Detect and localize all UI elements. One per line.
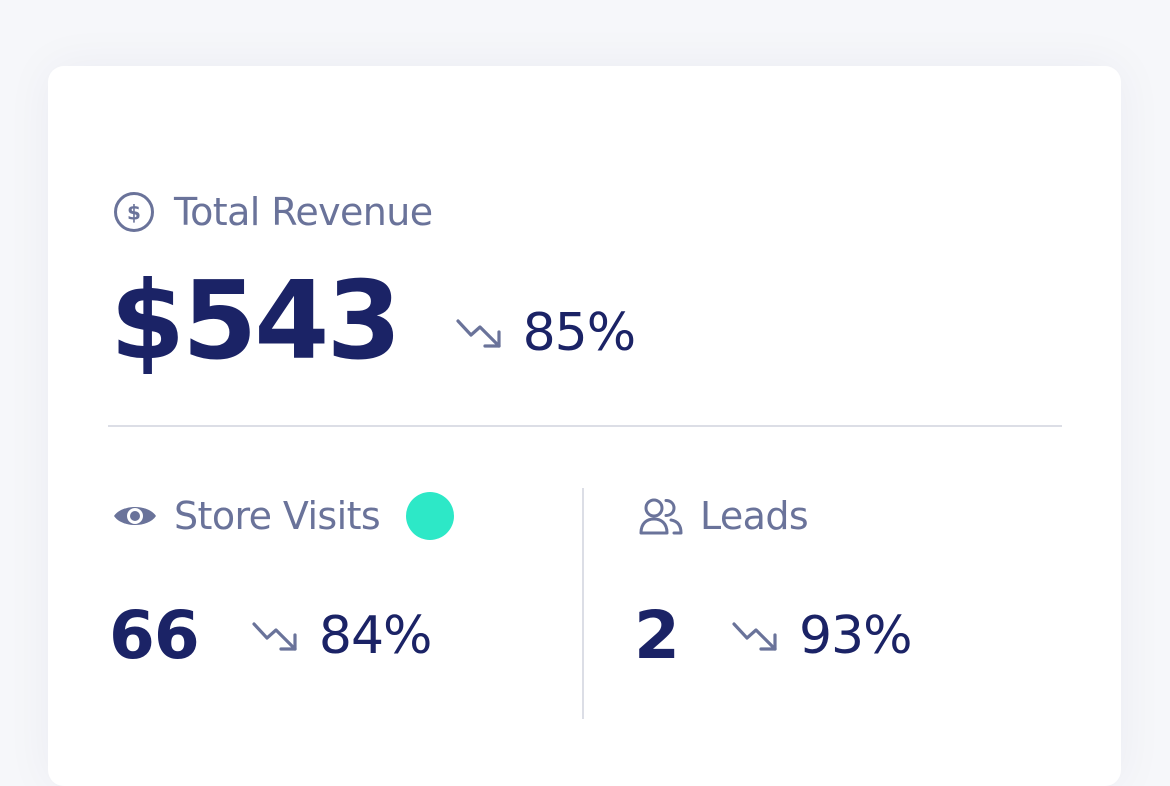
total-revenue-label: Total Revenue: [174, 190, 433, 234]
leads-value: 2: [634, 597, 680, 674]
total-revenue-value-row: $543 85%: [110, 259, 637, 384]
store-visits-header: Store Visits: [112, 492, 455, 540]
store-visits-label: Store Visits: [174, 494, 381, 538]
store-visits-change: 84%: [318, 606, 433, 666]
trend-down-icon: [731, 616, 781, 656]
store-visits-value: 66: [109, 597, 200, 674]
eye-icon: [112, 501, 158, 531]
store-visits-value-row: 66 84%: [109, 597, 433, 674]
trend-down-icon: [251, 616, 301, 656]
total-revenue-header: $ Total Revenue: [112, 190, 433, 234]
leads-value-row: 2 93%: [634, 597, 913, 674]
dollar-circle-icon: $: [112, 190, 156, 234]
users-icon: [638, 496, 684, 536]
total-revenue-change: 85%: [522, 303, 637, 363]
vertical-divider: [582, 488, 584, 719]
total-revenue-value: $543: [110, 259, 402, 384]
svg-text:$: $: [127, 201, 141, 225]
status-dot: [406, 492, 455, 540]
leads-change: 93%: [798, 606, 913, 666]
leads-label: Leads: [700, 494, 809, 538]
trend-down-icon: [455, 313, 505, 353]
leads-header: Leads: [638, 492, 809, 540]
horizontal-divider: [108, 425, 1062, 427]
